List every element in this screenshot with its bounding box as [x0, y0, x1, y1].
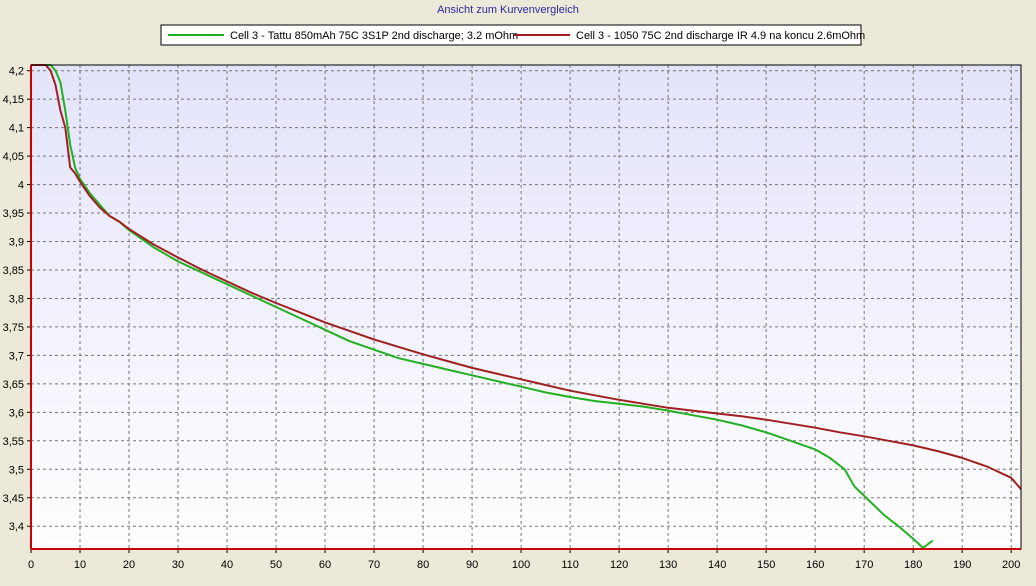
y-tick-label: 4,2 [9, 66, 24, 78]
y-tick-label: 4 [18, 180, 24, 192]
x-tick-label: 170 [855, 559, 873, 571]
y-tick-label: 3,55 [3, 436, 24, 448]
x-tick-label: 10 [74, 559, 86, 571]
legend-label-tattu: Cell 3 - Tattu 850mAh 75C 3S1P 2nd disch… [230, 30, 518, 42]
y-tick-label: 3,95 [3, 208, 24, 220]
series-line-0 [31, 64, 934, 549]
y-tick-label: 3,45 [3, 493, 24, 505]
y-tick-label: 4,05 [3, 151, 24, 163]
x-tick-label: 100 [512, 559, 530, 571]
x-tick-label: 0 [28, 559, 34, 571]
y-tick-label: 3,85 [3, 265, 24, 277]
grid [31, 65, 1021, 549]
y-tick-labels: 3,4 3,45 3,5 3,55 3,6 3,65 3,7 3,75 3,8 3,85 3,9 3,… [3, 66, 24, 534]
x-tick-label: 200 [1002, 559, 1020, 571]
series-line-1 [31, 64, 1022, 490]
x-tick-label: 130 [659, 559, 677, 571]
x-tick-label: 140 [708, 559, 726, 571]
x-tick-label: 70 [368, 559, 380, 571]
chart-title: Ansicht zum Kurvenvergleich [437, 4, 579, 16]
y-tick-label: 3,6 [9, 407, 24, 419]
y-tick-label: 3,5 [9, 464, 24, 476]
x-tick-label: 160 [806, 559, 824, 571]
series-layer [31, 64, 1022, 549]
x-tick-label: 180 [904, 559, 922, 571]
x-tick-label: 60 [319, 559, 331, 571]
y-tick-label: 3,65 [3, 379, 24, 391]
axes [27, 64, 1022, 553]
legend: Cell 3 - Tattu 850mAh 75C 3S1P 2nd disch… [160, 24, 865, 46]
y-tick-label: 3,75 [3, 322, 24, 334]
x-tick-label: 80 [417, 559, 429, 571]
y-tick-label: 3,9 [9, 237, 24, 249]
x-tick-label: 30 [172, 559, 184, 571]
plot-area [31, 65, 1021, 549]
y-tick-label: 3,7 [9, 350, 24, 362]
y-tick-label: 4,15 [3, 94, 24, 106]
legend-box [160, 24, 862, 46]
x-tick-label: 90 [466, 559, 478, 571]
legend-label-1050: Cell 3 - 1050 75C 2nd discharge IR 4.9 n… [576, 30, 865, 42]
x-tick-label: 20 [123, 559, 135, 571]
x-tick-label: 110 [561, 559, 579, 571]
y-tick-label: 4,1 [9, 123, 24, 135]
x-tick-label: 150 [757, 559, 775, 571]
x-tick-label: 40 [221, 559, 233, 571]
y-tick-label: 3,8 [9, 293, 24, 305]
x-tick-label: 190 [953, 559, 971, 571]
x-tick-label: 120 [610, 559, 628, 571]
x-tick-labels: 0 10 20 30 40 50 60 70 80 90 100 110 120 130 140 150 160… [28, 559, 1020, 571]
y-tick-label: 3,4 [9, 521, 24, 533]
x-tick-label: 50 [270, 559, 282, 571]
